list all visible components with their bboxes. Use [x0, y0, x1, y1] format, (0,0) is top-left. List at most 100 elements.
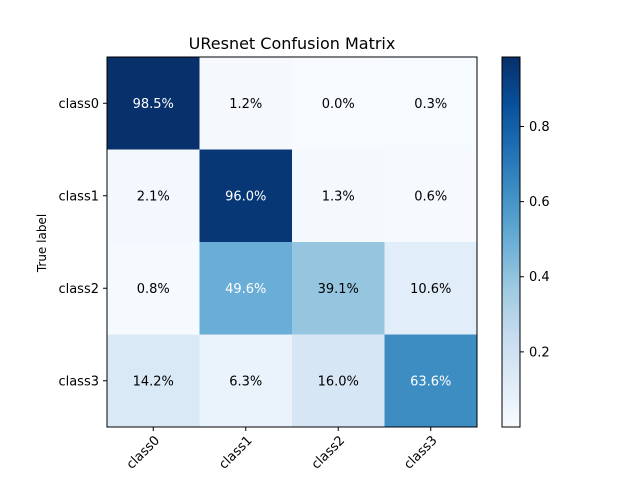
colorbar-strip [502, 100, 520, 104]
colorbar-strip [502, 171, 520, 175]
colorbar-strip [502, 124, 520, 129]
colorbar-strip [502, 229, 520, 234]
colorbar-strip [502, 131, 520, 135]
heatmap-cell-r1-c2 [292, 149, 385, 243]
colorbar-strip [502, 211, 520, 215]
colorbar-strip [502, 109, 520, 114]
colorbar-strip [502, 161, 520, 166]
colorbar-strip [502, 312, 520, 317]
colorbar-strip [502, 183, 520, 188]
colorbar-strip [502, 362, 520, 366]
colorbar-strip [502, 272, 520, 277]
colorbar-strip [502, 288, 520, 292]
colorbar-strip [502, 174, 520, 178]
x-tick-label-class2: class2 [309, 433, 348, 472]
y-tick-label-class0: class0 [58, 97, 99, 112]
colorbar-strip [502, 220, 520, 225]
colorbar-strip [502, 94, 520, 98]
colorbar-strip [502, 325, 520, 329]
heatmap-cell-label-r2-c2: 39.1% [318, 282, 359, 297]
colorbar-strip [502, 306, 520, 311]
y-tick-label-class1: class1 [58, 189, 99, 204]
heatmap-cell-label-r2-c0: 0.8% [137, 282, 170, 297]
heatmap-cell-label-r3-c1: 6.3% [229, 374, 262, 389]
colorbar-strip [502, 158, 520, 163]
heatmap-cell-label-r2-c3: 10.6% [410, 282, 451, 297]
heatmap-cell-label-r1-c2: 1.3% [322, 189, 355, 204]
colorbar-strip [502, 149, 520, 154]
colorbar-strip [502, 118, 520, 123]
heatmap-cell-label-r3-c2: 16.0% [318, 374, 359, 389]
colorbar-strip [502, 112, 520, 117]
colorbar-strip [502, 152, 520, 157]
colorbar-strip [502, 343, 520, 348]
heatmap-cell-label-r0-c0: 98.5% [133, 97, 174, 112]
heatmap-cell-r3-c1 [199, 334, 293, 428]
colorbar-strip [502, 291, 520, 296]
colorbar-strip [502, 380, 520, 385]
colorbar-strip [502, 420, 520, 425]
colorbar-strip [502, 377, 520, 382]
colorbar-strip [502, 402, 520, 407]
colorbar-strip [502, 84, 520, 89]
colorbar-strip [502, 248, 520, 252]
colorbar-strip [502, 168, 520, 172]
colorbar-strip [502, 205, 520, 209]
colorbar-strip [502, 217, 520, 222]
colorbar-strip [502, 337, 520, 342]
colorbar-strip [502, 423, 520, 428]
colorbar-strip [502, 57, 520, 61]
heatmap-cell-r1-c1 [199, 149, 293, 243]
colorbar-strip [502, 260, 520, 265]
heatmap-cell-label-r3-c3: 63.6% [410, 374, 451, 389]
colorbar-strip [502, 106, 520, 111]
colorbar-strip [502, 198, 520, 203]
heatmap-cell-r0-c1 [199, 57, 293, 150]
colorbar-strip [502, 192, 520, 197]
colorbar-strip [502, 137, 520, 141]
y-tick-label-class2: class2 [58, 282, 99, 297]
colorbar-strip [502, 294, 520, 299]
colorbar-strip [502, 121, 520, 126]
colorbar-strip [502, 134, 520, 138]
colorbar-strip [502, 383, 520, 388]
colorbar-strip [502, 417, 520, 422]
colorbar-strip [502, 405, 520, 410]
heatmap-cell-r2-c1 [199, 242, 293, 335]
colorbar-strip [502, 349, 520, 354]
colorbar-strip [502, 396, 520, 400]
colorbar-strip [502, 297, 520, 302]
colorbar-strip [502, 186, 520, 191]
colorbar-strip [502, 223, 520, 228]
heatmap-cell-label-r0-c3: 0.3% [414, 97, 447, 112]
colorbar-strip [502, 140, 520, 144]
colorbar-strip [502, 303, 520, 308]
x-tick-label-class1: class1 [216, 433, 255, 472]
heatmap-cell-r2-c2 [292, 242, 385, 335]
plot-frame [106, 56, 478, 428]
colorbar-strip [502, 146, 520, 151]
colorbar-strip [502, 285, 520, 289]
colorbar-tick-label-0.8: 0.8 [529, 120, 550, 135]
colorbar-strip [502, 263, 520, 268]
heatmap-cell-r0-c2 [292, 57, 385, 150]
colorbar-strip [502, 87, 520, 92]
colorbar-strip [502, 300, 520, 305]
colorbar-strip [502, 393, 520, 397]
heatmap-cell-label-r3-c0: 14.2% [133, 374, 174, 389]
colorbar-strip [502, 374, 520, 379]
colorbar-tick-label-0.2: 0.2 [529, 345, 550, 360]
colorbar-strip [502, 266, 520, 271]
colorbar-strip [502, 208, 520, 212]
heatmap-cell-r1-c3 [384, 149, 478, 243]
colorbar-strip [502, 72, 520, 77]
colorbar-strip [502, 232, 520, 237]
colorbar-strip [502, 254, 520, 259]
x-tick-label-class3: class3 [401, 433, 440, 472]
colorbar-strip [502, 269, 520, 274]
colorbar-strip [502, 245, 520, 249]
colorbar-strip [502, 328, 520, 333]
heatmap-cell-r3-c3 [384, 334, 478, 428]
colorbar-strip [502, 316, 520, 320]
